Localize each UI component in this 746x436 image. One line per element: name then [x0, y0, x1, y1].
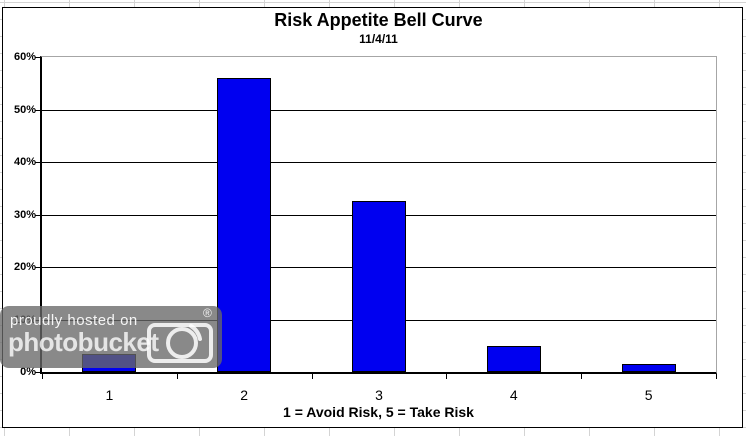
y-axis-tick	[35, 372, 41, 373]
x-axis-category-label: 3	[375, 387, 383, 403]
bar-category-2	[217, 78, 272, 372]
watermark-brand: photobucket	[8, 327, 159, 357]
chart-title: Risk Appetite Bell Curve	[274, 10, 483, 30]
watermark: proudly hosted on photobucket ®	[0, 306, 222, 368]
bar-category-5	[621, 364, 676, 372]
bar-category-4	[486, 346, 541, 372]
x-axis-tick	[176, 374, 178, 379]
y-axis-tick	[35, 267, 41, 268]
x-axis-category-label: 2	[240, 387, 249, 403]
camera-icon	[147, 323, 213, 363]
chart-frame: Risk Appetite Bell Curve 11/4/11 0%10%20…	[2, 7, 743, 428]
y-axis-tick	[35, 162, 41, 163]
registered-trademark-symbol: ®	[203, 306, 212, 320]
x-axis-category-label: 5	[644, 387, 653, 403]
y-axis-tick-label: 0%	[20, 366, 36, 378]
chart-subtitle: 11/4/11	[359, 32, 398, 46]
x-axis-tick	[42, 374, 43, 379]
y-axis-tick-label: 30%	[13, 208, 36, 221]
x-axis-tick	[311, 374, 313, 379]
y-axis-tick	[35, 214, 41, 216]
gridline-50	[42, 109, 716, 111]
plot-area	[40, 56, 717, 374]
x-axis-tick	[716, 374, 717, 379]
y-axis-tick	[35, 57, 41, 58]
bar-category-3	[352, 201, 406, 372]
watermark-tagline: proudly hosted on	[10, 312, 138, 329]
x-axis-category-label: 1	[105, 387, 114, 403]
x-axis-tick	[581, 374, 583, 379]
x-axis-category-label: 4	[509, 387, 518, 403]
gridline-40	[42, 162, 716, 163]
x-axis-tick	[446, 374, 448, 379]
x-axis-title: 1 = Avoid Risk, 5 = Take Risk	[283, 404, 474, 420]
y-axis-tick-label: 40%	[13, 156, 36, 168]
y-axis-tick-label: 20%	[13, 261, 36, 273]
y-axis-tick-label: 50%	[13, 103, 36, 116]
y-axis-tick-label: 60%	[13, 51, 36, 63]
y-axis-tick	[35, 109, 41, 111]
